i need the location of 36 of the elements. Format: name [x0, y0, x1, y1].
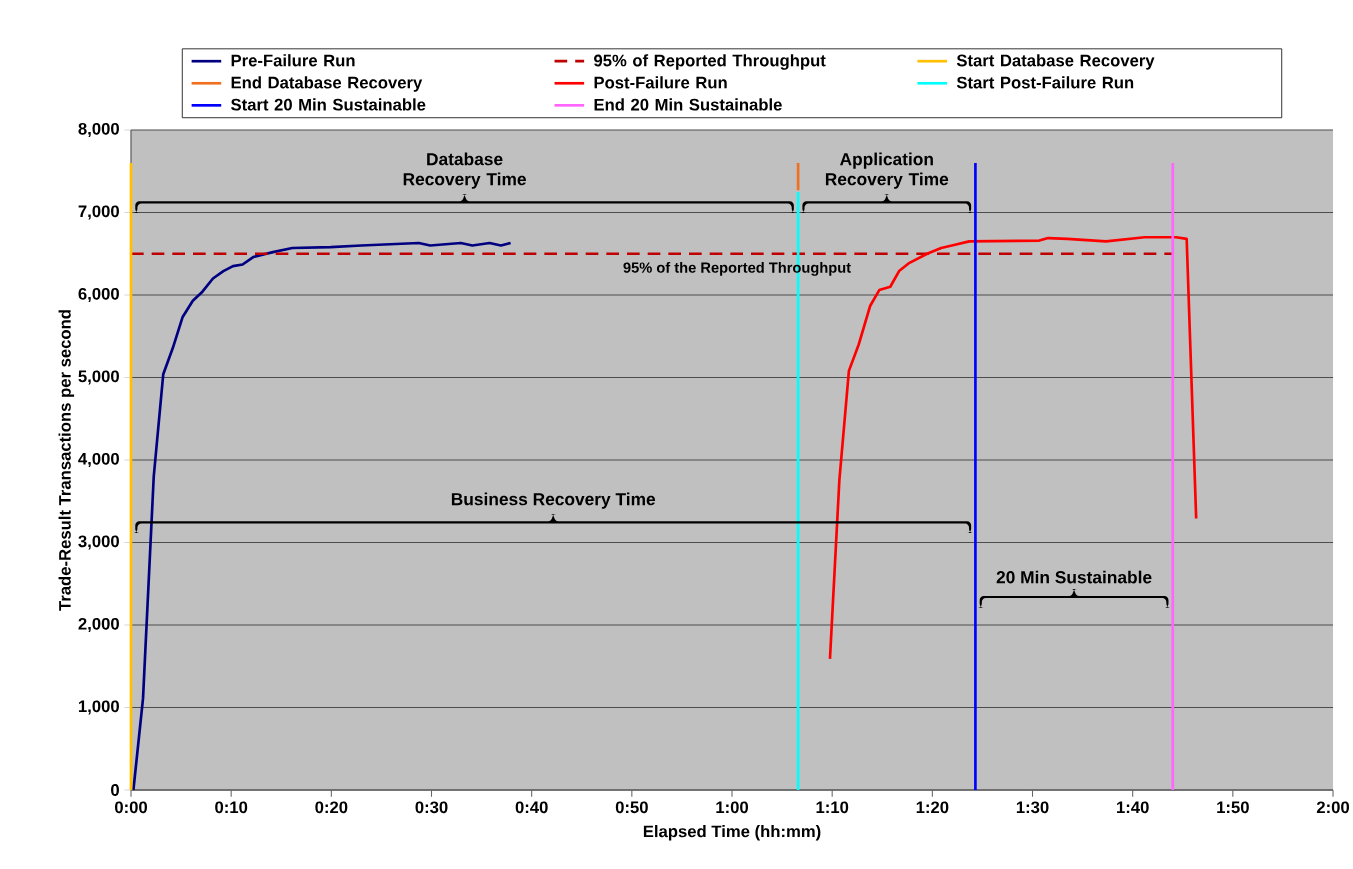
y-axis-title: Trade-Result Transactions per second	[58, 310, 75, 611]
x-tick-label: 1:20	[916, 801, 949, 814]
y-tick-label: 1,000	[78, 700, 119, 715]
legend-label: Start Database Recovery	[956, 54, 1155, 70]
x-tick-label: 0:30	[415, 801, 448, 814]
legend-label: Pre-Failure Run	[231, 54, 355, 67]
x-axis-title: Elapsed Time (hh:mm)	[643, 825, 821, 841]
x-tick-label: 0:40	[515, 801, 548, 814]
y-tick-label: 0	[111, 784, 119, 796]
legend-label: End Database Recovery	[231, 76, 423, 92]
x-tick-label: 1:50	[1217, 801, 1249, 814]
annotation: Business Recovery Time	[451, 492, 656, 509]
legend-label: Start Post-Failure Run	[956, 76, 1134, 89]
y-tick-label: 5,000	[78, 370, 119, 385]
annotation: Database Recovery Time	[403, 152, 526, 189]
y-tick-label: 8,000	[78, 122, 119, 138]
x-tick-label: 1:10	[816, 801, 849, 814]
y-tick-label: 2,000	[78, 617, 119, 633]
x-tick-label: 1:40	[1117, 801, 1149, 814]
annotation: 20 Min Sustainable	[996, 570, 1152, 584]
x-tick-label: 0:20	[315, 801, 348, 814]
legend-label: Post-Failure Run	[594, 76, 727, 89]
legend-label: End 20 Min Sustainable	[594, 98, 782, 111]
y-tick-label: 6,000	[78, 287, 119, 303]
annotation: Application Recovery Time	[825, 152, 949, 189]
x-tick-label: 2:00	[1316, 801, 1350, 814]
y-tick-label: 7,000	[78, 205, 119, 220]
x-tick-label: 1:00	[716, 801, 749, 814]
y-tick-label: 3,000	[78, 535, 119, 550]
legend-label: Start 20 Min Sustainable	[231, 98, 426, 111]
legend-label: 95% of Reported Throughput	[594, 54, 826, 70]
x-tick-label: 0:50	[615, 801, 648, 814]
y-tick-label: 4,000	[78, 452, 119, 468]
x-tick-label: 0:00	[114, 801, 147, 814]
x-tick-label: 1:30	[1016, 801, 1049, 814]
x-tick-label: 0:10	[215, 801, 248, 814]
